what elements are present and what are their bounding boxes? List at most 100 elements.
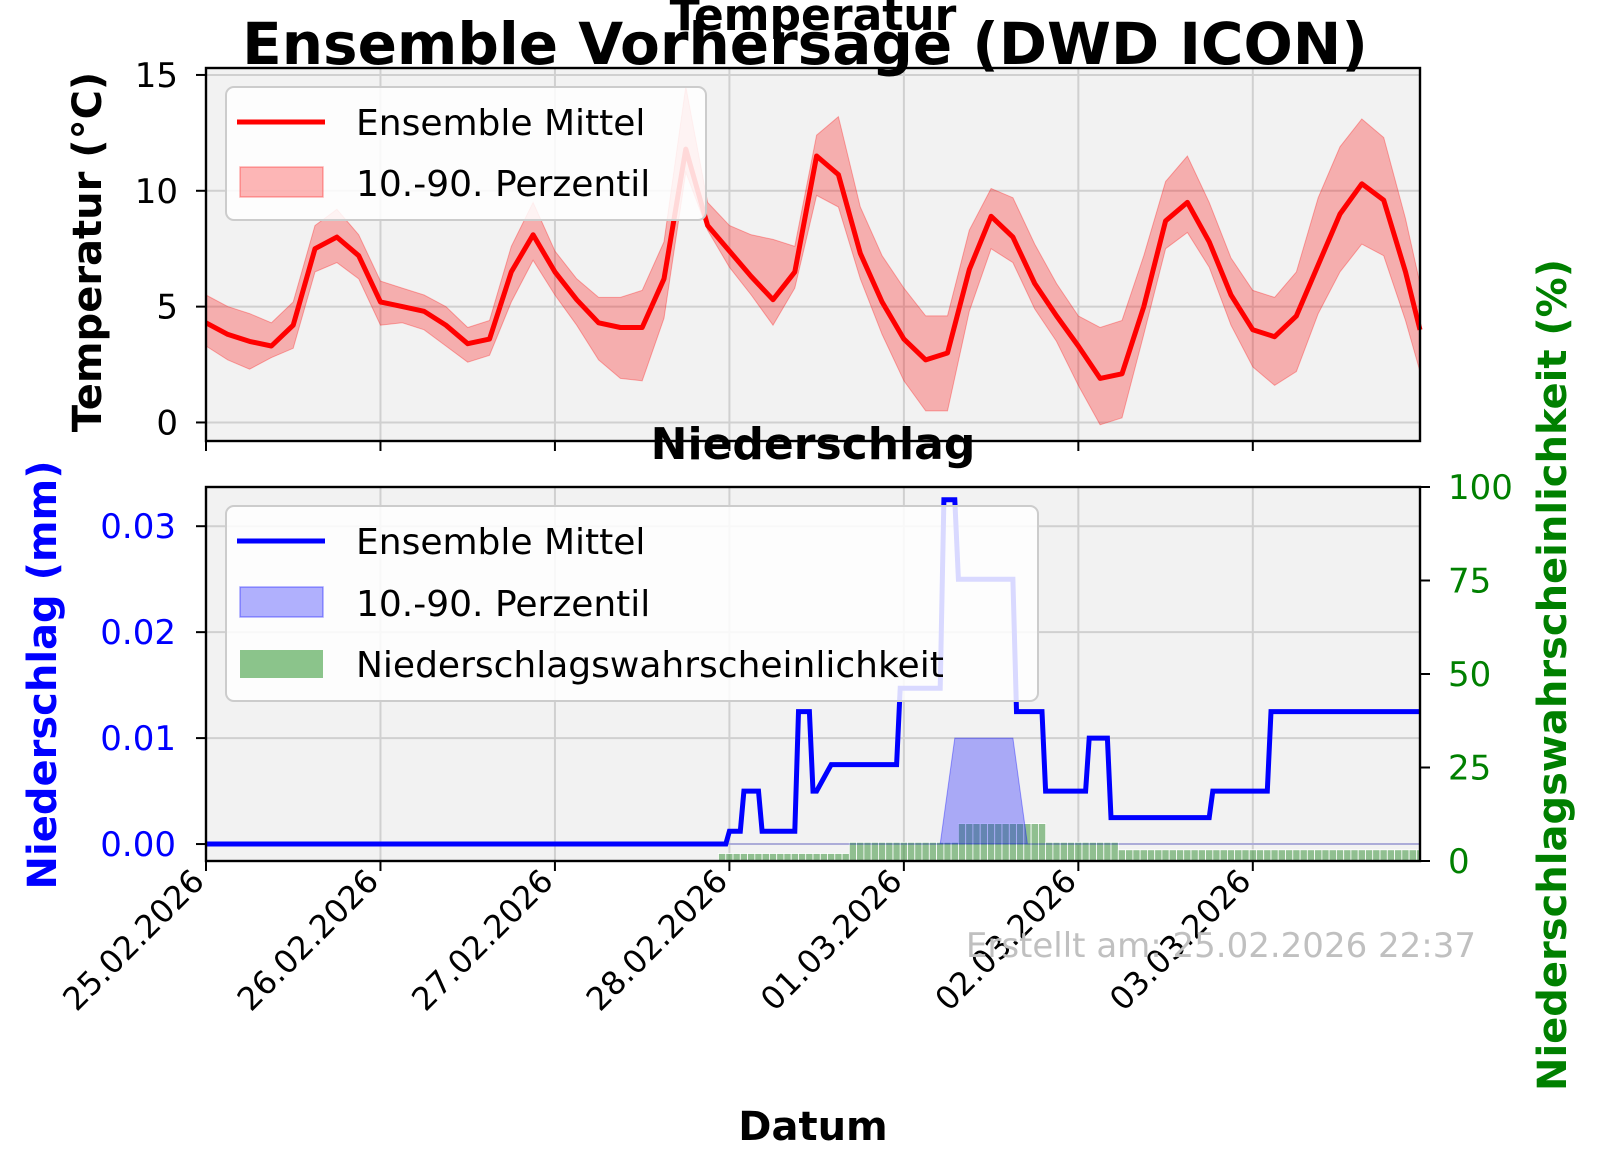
probability-bar <box>950 841 959 862</box>
probability-bars <box>718 823 1421 862</box>
temperature-panel: 0 5 10 15 Temperatur Temperatur (°C) Ensemb… <box>65 0 1423 451</box>
probability-bar <box>1212 849 1221 862</box>
probability-bar <box>1052 841 1061 862</box>
probability-bar <box>1154 849 1163 862</box>
legend-precip-band-label: 10.-90. Perzentil <box>356 584 650 625</box>
precipitation-title: Niederschlag <box>651 419 976 470</box>
date-tick-label: 01.03.2026 <box>753 862 909 1018</box>
legend-mean-label: Ensemble Mittel <box>356 103 645 144</box>
probability-bar <box>870 841 879 862</box>
probability-bar <box>1241 849 1250 862</box>
probability-y-tick-label: 25 <box>1448 749 1491 789</box>
x-axis-label: Datum <box>738 1104 887 1150</box>
probability-bar <box>1074 841 1083 862</box>
probability-bar <box>1103 841 1112 862</box>
probability-bar <box>1401 849 1410 862</box>
probability-bar <box>1365 849 1374 862</box>
probability-bar <box>1270 849 1279 862</box>
probability-bar <box>1285 849 1294 862</box>
precipitation-y-tick-label: 0.02 <box>100 613 176 653</box>
probability-bar <box>1394 849 1403 862</box>
probability-bar <box>1277 849 1286 862</box>
probability-bar <box>1314 849 1323 862</box>
probability-bar <box>943 841 952 862</box>
probability-bar <box>1328 849 1337 862</box>
probability-bar <box>1030 823 1039 862</box>
precipitation-y-tick-label: 0.00 <box>100 825 176 865</box>
probability-bar <box>1045 841 1054 862</box>
probability-bar <box>1350 849 1359 862</box>
probability-bar <box>856 841 865 862</box>
temperature-legend-box <box>225 86 707 221</box>
temperature-y-tick-label: 10 <box>135 172 178 212</box>
probability-bar <box>899 841 908 862</box>
temperature-y-tick-label: 5 <box>156 288 178 328</box>
probability-bar <box>1125 849 1134 862</box>
precipitation-legend-box <box>225 505 1039 702</box>
probability-bar <box>1147 849 1156 862</box>
probability-bar <box>1081 841 1090 862</box>
probability-bar <box>1256 849 1265 862</box>
probability-bar <box>1379 849 1388 862</box>
probability-bar <box>1110 841 1119 862</box>
legend-probability-label: Niederschlagswahrscheinlichkeit <box>356 645 944 686</box>
precipitation-y-ticks: 0.00 0.01 0.02 0.03 <box>100 507 206 865</box>
probability-bar <box>914 841 923 862</box>
temperature-mean-line <box>204 146 1423 381</box>
probability-bar <box>1219 849 1228 862</box>
date-tick-label: 26.02.2026 <box>230 862 386 1018</box>
probability-y-tick-label: 0 <box>1448 842 1470 882</box>
probability-bar <box>1183 849 1192 862</box>
probability-y-tick-label: 75 <box>1448 562 1491 602</box>
precipitation-legend: Ensemble Mittel 10.-90. Perzentil Nieder… <box>225 505 1039 702</box>
probability-bar <box>1263 849 1272 862</box>
temperature-axes-frame <box>204 66 1422 443</box>
probability-bar <box>878 841 887 862</box>
probability-y-tick-label: 100 <box>1448 468 1513 508</box>
probability-bar <box>1321 849 1330 862</box>
legend-precip-band-swatch <box>239 586 324 618</box>
temperature-legend: Ensemble Mittel 10.-90. Perzentil <box>225 86 707 221</box>
probability-bar <box>1197 849 1207 862</box>
probability-bar <box>936 841 945 862</box>
probability-bar <box>1067 841 1076 862</box>
probability-bar <box>1132 849 1141 862</box>
date-tick-label: 28.02.2026 <box>579 862 735 1018</box>
temperature-y-tick-label: 0 <box>156 403 178 443</box>
probability-bar <box>1117 849 1127 862</box>
probability-bar <box>1372 849 1381 862</box>
legend-band-swatch <box>239 166 324 198</box>
legend-precip-mean-label: Ensemble Mittel <box>356 522 645 563</box>
probability-bar <box>1161 849 1170 862</box>
probability-bar <box>1234 849 1243 862</box>
probability-bar <box>1176 849 1185 862</box>
temperature-y-ticks: 0 5 10 15 <box>135 56 206 443</box>
legend-band-label: 10.-90. Perzentil <box>356 164 650 205</box>
probability-bar <box>1096 841 1105 862</box>
probability-bar <box>885 841 894 862</box>
legend-probability-swatch <box>240 650 323 678</box>
probability-bar <box>1299 849 1308 862</box>
probability-bar <box>921 841 930 862</box>
probability-bar <box>1336 849 1345 862</box>
date-tick-label: 27.02.2026 <box>404 862 560 1018</box>
date-tick-label: 25.02.2026 <box>55 862 211 1018</box>
probability-bar <box>1190 849 1199 862</box>
probability-bar <box>1205 849 1214 862</box>
probability-y-ticks: 0 25 50 75 100 <box>1420 468 1513 882</box>
probability-bar <box>863 841 872 862</box>
temperature-x-ticks <box>205 441 1254 451</box>
probability-bar <box>892 841 901 862</box>
probability-bar <box>1059 841 1068 862</box>
figure-title: Ensemble Vorhersage (DWD ICON) <box>242 10 1368 78</box>
probability-bar <box>1168 849 1177 862</box>
probability-bar <box>1408 849 1417 862</box>
temperature-y-label: Temperatur (°C) <box>65 72 111 432</box>
precipitation-percentile-band <box>206 737 1420 845</box>
probability-bar <box>848 841 857 862</box>
probability-bar <box>928 841 937 862</box>
probability-bar <box>907 841 916 862</box>
probability-bar <box>1306 849 1316 862</box>
probability-bar <box>1292 849 1301 862</box>
